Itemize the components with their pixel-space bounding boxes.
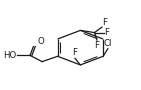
Text: F: F: [104, 28, 109, 37]
Text: F: F: [72, 48, 77, 57]
Text: HO: HO: [3, 51, 16, 60]
Text: F: F: [103, 18, 108, 27]
Text: F: F: [94, 41, 99, 50]
Text: Cl: Cl: [104, 39, 112, 48]
Text: O: O: [37, 37, 44, 46]
